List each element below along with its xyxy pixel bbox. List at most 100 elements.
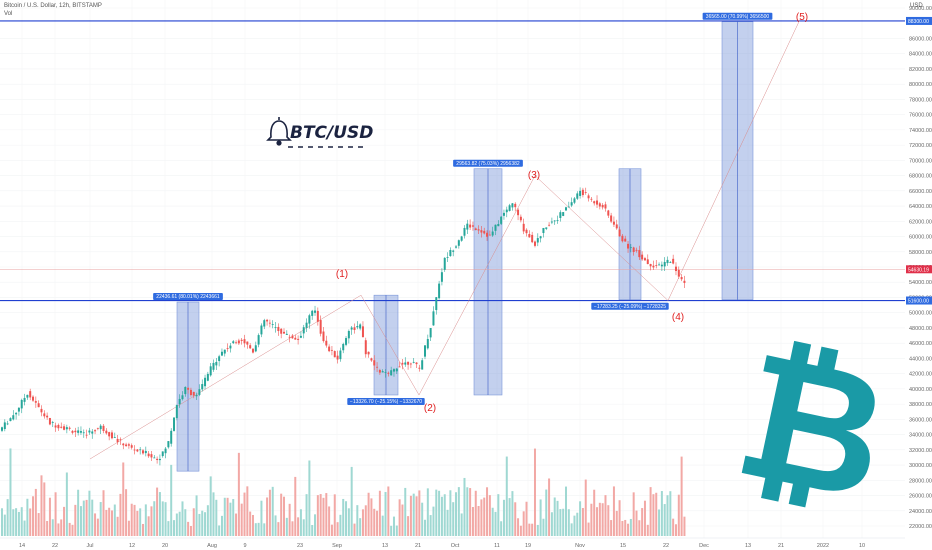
candle-body — [305, 322, 308, 328]
candle — [463, 225, 466, 239]
price-axis[interactable]: 90000.00 86000.00 84000.00 82000.00 80000.00… — [905, 0, 932, 550]
candle — [646, 254, 649, 265]
volume-bar — [674, 524, 677, 536]
volume-bar — [48, 497, 51, 536]
volume-bar — [533, 448, 536, 536]
candle-body — [618, 229, 621, 237]
candle-body — [421, 360, 424, 370]
time-axis[interactable]: 14 22 Jul 12 20 Aug 9 23 Sep 13 21 Oct 11 19 Nov 15 22 De… — [0, 537, 905, 549]
candle-body — [652, 265, 655, 268]
volume-bar — [345, 501, 348, 536]
candle-body — [74, 430, 77, 433]
time-tick-label: 21 — [778, 543, 784, 549]
candle-body — [125, 444, 128, 447]
candle — [201, 379, 204, 392]
volume-bar — [392, 516, 395, 536]
candle — [502, 209, 505, 220]
candle-body — [271, 324, 274, 325]
volume-bar — [215, 499, 218, 536]
volume-bar — [311, 525, 314, 536]
candle — [486, 230, 489, 241]
candle — [43, 410, 46, 419]
candle — [144, 446, 147, 457]
candle-body — [291, 335, 294, 339]
candle — [189, 387, 192, 397]
volume-bar — [367, 492, 370, 536]
candle-body — [167, 441, 170, 448]
candle-body — [198, 389, 201, 395]
candle-body — [204, 377, 207, 387]
volume-bar — [170, 464, 173, 536]
volume-bar — [604, 495, 607, 536]
volume-bar — [94, 513, 97, 536]
candle-body — [178, 398, 181, 405]
price-tick-label: 60000.00 — [909, 235, 932, 241]
volume-bar — [280, 493, 283, 536]
candle-body — [215, 361, 218, 366]
price-tick-label: 26000.00 — [909, 494, 932, 500]
candle — [483, 227, 486, 235]
volume-bar — [308, 460, 311, 536]
candle-body — [333, 351, 336, 358]
candle — [314, 305, 317, 316]
volume-bar — [173, 520, 176, 536]
candle — [655, 259, 658, 269]
time-tick-label: Jul — [86, 543, 93, 549]
candle-body — [418, 367, 421, 369]
candle — [150, 451, 153, 461]
volume-bar — [398, 499, 401, 536]
volume-bar — [243, 492, 246, 536]
candle-body — [285, 333, 288, 335]
candle — [517, 208, 520, 221]
candle — [215, 357, 218, 371]
volume-bar — [26, 498, 29, 536]
candle-body — [390, 370, 393, 376]
candle-body — [491, 231, 494, 236]
volume-bar — [192, 508, 195, 536]
candle-body — [127, 444, 130, 446]
volume-bar — [274, 515, 277, 536]
candle — [522, 218, 525, 235]
candle — [452, 249, 455, 257]
volume-bar — [488, 495, 491, 536]
horizontal-levels[interactable] — [0, 20, 905, 302]
candle-body — [604, 204, 607, 209]
candle — [305, 318, 308, 332]
candle-body — [133, 449, 136, 451]
volume-bar — [426, 488, 429, 536]
candle-body — [672, 258, 675, 264]
volume-bar — [373, 508, 376, 536]
candle — [88, 427, 91, 435]
candle — [353, 323, 356, 334]
candle-body — [94, 430, 97, 432]
candle — [325, 335, 328, 348]
candle-body — [525, 229, 528, 234]
volume-bar — [370, 498, 373, 536]
candle — [390, 366, 393, 376]
candle — [429, 327, 432, 342]
candle — [147, 451, 150, 458]
candle — [629, 243, 632, 253]
candle-body — [232, 341, 235, 344]
candle — [79, 426, 82, 435]
candle — [404, 357, 407, 367]
volume-bar — [96, 518, 99, 536]
volume-bar — [34, 488, 37, 536]
price-tick-label: 48000.00 — [909, 326, 932, 332]
candle-body — [542, 227, 545, 234]
candle — [240, 337, 243, 345]
candle — [254, 341, 257, 353]
measure-boxes[interactable]: 22436.61 (80.01%) 2243661 −13326.70 (−25.… — [153, 12, 773, 472]
volume-bar — [74, 504, 77, 536]
candle — [635, 247, 638, 253]
currency-label: USD — [910, 3, 923, 9]
candle — [680, 274, 683, 282]
volume-bar — [559, 509, 562, 536]
candle — [68, 426, 71, 431]
candle-body — [77, 430, 80, 433]
volume-bar — [6, 499, 9, 536]
candle — [607, 209, 610, 218]
volume-bar — [32, 496, 35, 536]
candle-body — [268, 322, 271, 324]
